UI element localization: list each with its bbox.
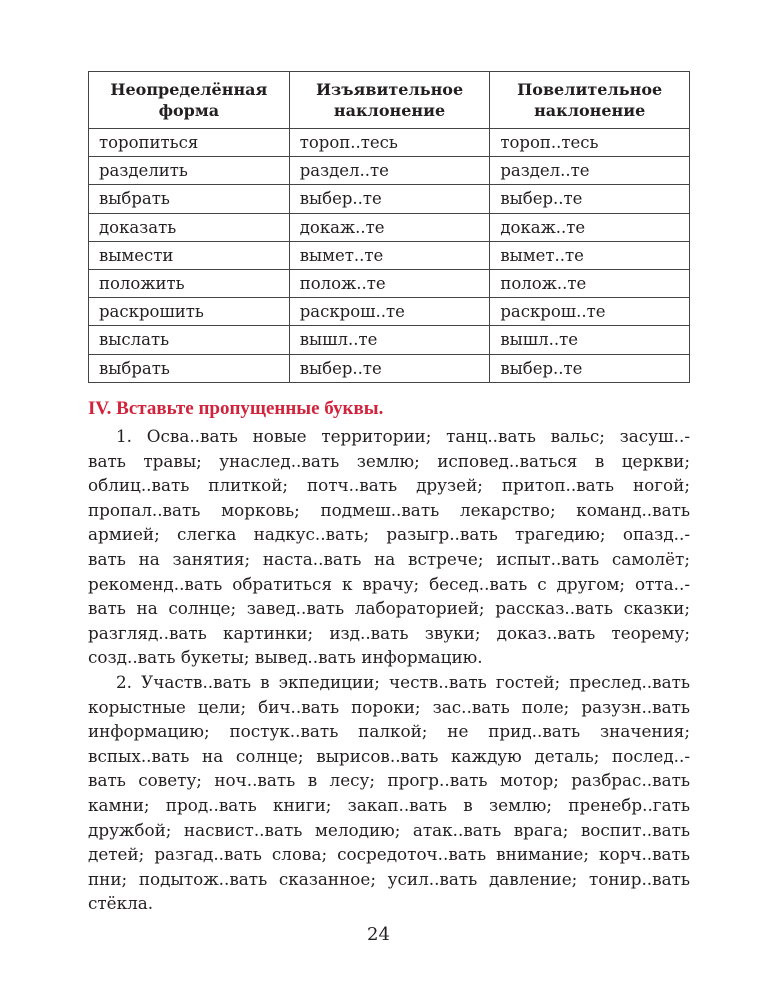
text-line: вать совету; ноч..вать в лесу; прогр..ва…: [88, 770, 690, 791]
text-line: 2. Участв..вать в экпедиции; честв..вать…: [116, 671, 690, 692]
table-cell: выслать: [88, 325, 290, 355]
table-cell: выбер..те: [288, 184, 491, 214]
text-line: вать на занятия; наста..вать на встрече;…: [88, 548, 690, 569]
table-row: вымести вымет..те вымет..те: [88, 240, 690, 270]
table-cell: раздел..те: [288, 156, 491, 186]
table-cell: разделить: [88, 156, 290, 186]
verb-mood-table: Неопределённая форма Изъявительное наклон…: [88, 71, 690, 383]
column-header: Изъявительное наклонение: [288, 71, 491, 129]
table-cell: вымести: [88, 240, 290, 270]
table-header-row: Неопределённая форма Изъявительное наклон…: [88, 71, 690, 129]
exercise-heading: IV. Вставьте пропущенные буквы.: [88, 398, 384, 419]
text-line: дружбой; насвист..вать мелодию; атак..ва…: [88, 819, 690, 840]
text-line: разгляд..вать картинки; изд..вать звуки;…: [88, 622, 690, 643]
text-line: вать травы; унаслед..вать землю; исповед…: [88, 450, 690, 471]
column-header: Неопределённая форма: [88, 71, 290, 129]
table-cell: раскрош..те: [288, 297, 491, 327]
text-line: детей; разгад..вать слова; сосредоточ..в…: [88, 844, 690, 865]
table-cell: положить: [88, 268, 290, 299]
table-cell: выбрать: [88, 184, 290, 214]
table-row: раскрошить раскрош..те раскрош..те: [88, 297, 690, 327]
page-number: 24: [367, 924, 390, 945]
table-cell: полож..те: [489, 268, 690, 299]
table-cell: раскрошить: [88, 297, 290, 327]
exercise-text: 1. Осва..вать новые территории; танц..ва…: [88, 424, 690, 916]
text-line: камни; прод..вать книги; закап..вать в з…: [88, 794, 690, 815]
column-header: Повелительное наклонение: [489, 71, 690, 129]
table-cell: выбер..те: [288, 353, 491, 383]
text-line: рекоменд..вать обратиться к врачу; бесед…: [88, 573, 690, 594]
table-cell: вымет..те: [489, 240, 690, 270]
table-cell: раскрош..те: [489, 297, 690, 327]
text-line: вать на солнце; завед..вать лабораторией…: [88, 598, 690, 619]
table-cell: вымет..те: [288, 240, 491, 270]
table-cell: выбер..те: [489, 353, 690, 383]
text-line: пни; подытож..вать сказанное; усил..вать…: [88, 868, 690, 889]
table-row: выбрать выбер..те выбер..те: [88, 184, 690, 214]
table-cell: доказать: [88, 212, 290, 242]
table-cell: тороп..тесь: [489, 127, 690, 158]
text-line: облиц..вать плиткой; потч..вать друзей; …: [88, 475, 690, 496]
table-body: торопиться тороп..тесь тороп..тесь разделит…: [88, 127, 690, 383]
table-cell: полож..те: [288, 268, 491, 299]
table-row: положить полож..те полож..те: [88, 268, 690, 299]
table-cell: докаж..те: [489, 212, 690, 242]
exercise-paragraph: 1. Осва..вать новые территории; танц..ва…: [88, 424, 690, 670]
table-cell: раздел..те: [489, 156, 690, 186]
table-cell: выбрать: [88, 353, 290, 383]
text-line: стёкла.: [88, 893, 154, 914]
text-line: корыстные цели; бич..вать пороки; зас..в…: [88, 696, 690, 717]
text-line: созд..вать букеты; вывед..вать информаци…: [88, 647, 483, 668]
text-line: вспых..вать на солнце; вырисов..вать каж…: [88, 745, 690, 766]
text-line: информацию; постук..вать палкой; не прид…: [88, 721, 690, 742]
text-line: 1. Осва..вать новые территории; танц..ва…: [116, 426, 690, 446]
table-cell: вышл..те: [288, 325, 491, 355]
table-row: выслать вышл..те вышл..те: [88, 325, 690, 355]
text-line: пропал..вать морковь; подмеш..вать лекар…: [88, 499, 690, 520]
table-cell: тороп..тесь: [288, 127, 491, 158]
table-cell: торопиться: [88, 127, 290, 158]
table-cell: вышл..те: [489, 325, 690, 355]
table-row: доказать докаж..те докаж..те: [88, 212, 690, 242]
table-row: торопиться тороп..тесь тороп..тесь: [88, 127, 690, 158]
table-row: разделить раздел..те раздел..те: [88, 156, 690, 186]
exercise-paragraph: 2. Участв..вать в экпедиции; честв..вать…: [88, 670, 690, 916]
table-cell: докаж..те: [288, 212, 491, 242]
table-row: выбрать выбер..те выбер..те: [88, 353, 690, 383]
text-line: армией; слегка надкус..вать; разыгр..ват…: [88, 524, 690, 545]
table-cell: выбер..те: [489, 184, 690, 214]
